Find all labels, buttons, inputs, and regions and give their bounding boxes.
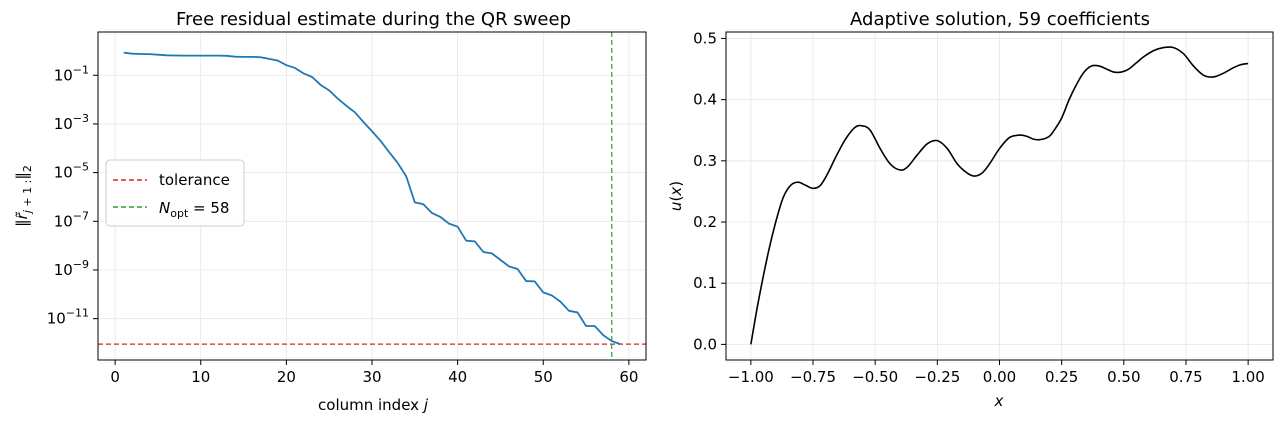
right-y-tick-label: 0.2 [693, 213, 717, 231]
right-x-tick-label: −1.00 [728, 368, 774, 386]
right-x-tick-label: 1.00 [1231, 368, 1264, 386]
left-y-tick-label: 10−3 [54, 112, 89, 133]
left-y-tick-label: 10−11 [47, 307, 89, 328]
left-x-tick-label: 0 [110, 368, 120, 386]
legend: tolerance Nopt = 58 [105, 159, 245, 227]
solution-series-line [750, 46, 1249, 345]
left-y-tick-label: 10−7 [54, 209, 89, 230]
left-x-ticks: 0 10 20 30 40 50 60 [110, 360, 638, 386]
right-y-tick-label: 0.1 [693, 274, 717, 292]
left-x-tick-label: 20 [277, 368, 296, 386]
right-y-ticks: 0.0 0.1 0.2 0.3 0.4 0.5 [693, 29, 726, 353]
right-x-axis-label: x [994, 392, 1004, 410]
left-x-tick-label: 60 [619, 368, 638, 386]
right-x-tick-label: 0.50 [1107, 368, 1140, 386]
right-x-tick-label: 0.00 [983, 368, 1016, 386]
left-y-tick-label: 10−9 [54, 258, 89, 279]
right-chart-title: Adaptive solution, 59 coefficients [850, 9, 1150, 30]
right-y-tick-label: 0.0 [693, 335, 717, 353]
left-x-tick-label: 50 [534, 368, 553, 386]
left-chart-title: Free residual estimate during the QR swe… [176, 9, 571, 30]
left-y-tick-label: 10−5 [54, 161, 89, 182]
solution-chart: Adaptive solution, 59 coefficients −1.00… [667, 9, 1274, 410]
right-x-tick-label: −0.50 [852, 368, 898, 386]
legend-nopt-label: Nopt = 58 [159, 199, 229, 220]
left-x-tick-label: 30 [362, 368, 381, 386]
left-y-axis-label: ‖r̃j + 1 :‖2 [13, 165, 34, 227]
right-grid [726, 32, 1273, 360]
legend-tolerance-label: tolerance [159, 171, 230, 189]
right-y-axis-label: u(x) [667, 181, 685, 211]
left-y-ticks: 10−11 10−9 10−7 10−5 10−3 10−1 [47, 63, 98, 328]
right-y-tick-label: 0.4 [693, 91, 717, 109]
right-x-ticks: −1.00 −0.75 −0.50 −0.25 0.00 0.25 0.50 0.75 1.00 [728, 360, 1265, 386]
right-y-tick-label: 0.3 [693, 152, 717, 170]
right-x-tick-label: 0.75 [1169, 368, 1202, 386]
right-x-tick-label: −0.25 [914, 368, 960, 386]
right-y-tick-label: 0.5 [693, 29, 717, 47]
left-y-tick-label: 10−1 [54, 63, 89, 84]
left-x-tick-label: 40 [448, 368, 467, 386]
left-x-tick-label: 10 [191, 368, 210, 386]
right-series [750, 46, 1249, 345]
left-series [123, 51, 621, 345]
right-x-tick-label: 0.25 [1045, 368, 1078, 386]
right-x-tick-label: −0.75 [790, 368, 836, 386]
legend-box [105, 159, 245, 227]
residual-series-line [123, 51, 621, 345]
left-x-axis-label: column index j [318, 396, 429, 414]
left-reference-lines [98, 32, 646, 360]
residual-chart: Free residual estimate during the QR swe… [13, 9, 647, 414]
